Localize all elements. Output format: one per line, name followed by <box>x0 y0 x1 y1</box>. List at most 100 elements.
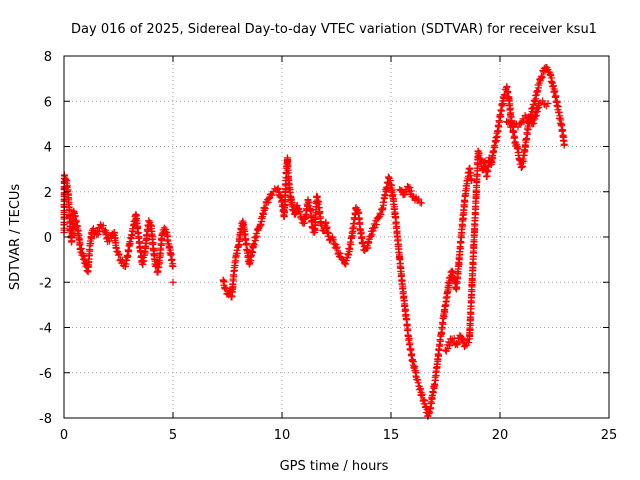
data-point <box>377 211 385 219</box>
data-point <box>475 149 483 157</box>
data-point <box>268 191 276 199</box>
data-point <box>416 385 424 393</box>
data-point <box>261 205 269 213</box>
y-axis-label: SDTVAR / TECUs <box>8 184 23 291</box>
data-point <box>145 217 153 225</box>
data-point <box>344 251 352 259</box>
data-point <box>263 199 271 207</box>
data-point <box>540 100 548 108</box>
data-point <box>314 198 322 206</box>
data-point <box>544 100 552 108</box>
data-point <box>415 195 423 203</box>
data-point <box>534 87 542 95</box>
data-point <box>418 199 426 207</box>
x-tick-label: 15 <box>383 428 400 443</box>
data-point <box>407 187 415 195</box>
data-point <box>504 87 512 95</box>
data-point <box>498 107 506 115</box>
y-tick-label: 6 <box>44 95 52 110</box>
y-tick-label: 8 <box>44 50 52 65</box>
data-point <box>261 204 269 212</box>
data-point <box>333 244 340 252</box>
data-point <box>438 330 446 338</box>
data-point <box>94 230 102 238</box>
data-point <box>77 245 85 253</box>
data-point <box>405 335 413 343</box>
data-point <box>63 181 71 189</box>
data-point <box>296 207 304 215</box>
data-point <box>429 389 437 397</box>
data-point <box>259 210 267 218</box>
y-tick-label: -8 <box>39 412 52 427</box>
data-point <box>519 157 527 165</box>
data-point <box>126 240 134 248</box>
data-point <box>491 144 499 152</box>
data-point <box>532 112 540 120</box>
data-point <box>418 390 426 398</box>
data-point <box>169 278 177 286</box>
data-point <box>102 228 110 236</box>
y-axis-ticks: -8 -6 -4 -2 0 2 4 6 8 <box>39 50 609 427</box>
data-point <box>339 256 347 264</box>
data-point <box>555 108 563 116</box>
data-point <box>364 244 372 252</box>
data-point <box>242 239 250 247</box>
data-point <box>325 229 333 237</box>
y-tick-label: 2 <box>44 186 52 201</box>
data-point <box>168 255 176 263</box>
data-point <box>347 241 355 249</box>
data-point <box>381 192 389 200</box>
data-points <box>60 63 568 420</box>
data-point <box>421 397 429 405</box>
data-point <box>71 212 79 220</box>
data-point <box>336 250 344 258</box>
data-point <box>467 169 475 177</box>
data-point <box>124 252 132 260</box>
data-point <box>499 100 507 108</box>
data-point <box>169 262 177 270</box>
data-point <box>517 119 525 127</box>
data-point <box>371 224 379 232</box>
data-point <box>115 251 122 259</box>
x-tick-label: 0 <box>60 428 68 443</box>
data-point <box>333 243 341 251</box>
data-point <box>323 223 331 231</box>
data-point <box>143 232 151 240</box>
x-axis-label: GPS time / hours <box>280 459 389 474</box>
x-tick-label: 5 <box>169 428 177 443</box>
y-tick-label: 4 <box>44 141 52 156</box>
data-point <box>87 235 95 243</box>
data-point <box>129 227 137 235</box>
chart-title: Day 016 of 2025, Sidereal Day-to-day VTE… <box>71 22 597 37</box>
data-point <box>257 221 265 229</box>
data-point <box>233 249 241 257</box>
data-point <box>125 247 133 255</box>
data-point <box>162 225 170 233</box>
data-point <box>160 224 168 232</box>
data-point <box>514 123 522 131</box>
data-point <box>549 82 557 90</box>
data-point <box>167 250 175 258</box>
data-point <box>521 112 529 120</box>
data-point <box>356 219 364 227</box>
data-point <box>465 339 473 347</box>
data-point <box>504 118 512 126</box>
data-point <box>497 112 505 120</box>
x-tick-label: 10 <box>274 428 291 443</box>
y-tick-label: -6 <box>39 367 52 382</box>
data-point <box>520 118 528 126</box>
data-point <box>248 249 256 256</box>
data-point <box>274 184 282 192</box>
data-point <box>250 241 258 249</box>
data-point <box>404 325 412 333</box>
data-point <box>408 350 416 358</box>
data-point <box>530 119 538 127</box>
data-point <box>438 325 446 333</box>
data-point <box>221 285 229 293</box>
data-point <box>552 92 560 100</box>
data-point <box>368 231 376 239</box>
data-point <box>558 121 566 129</box>
data-point <box>510 128 518 136</box>
x-tick-label: 20 <box>492 428 509 443</box>
